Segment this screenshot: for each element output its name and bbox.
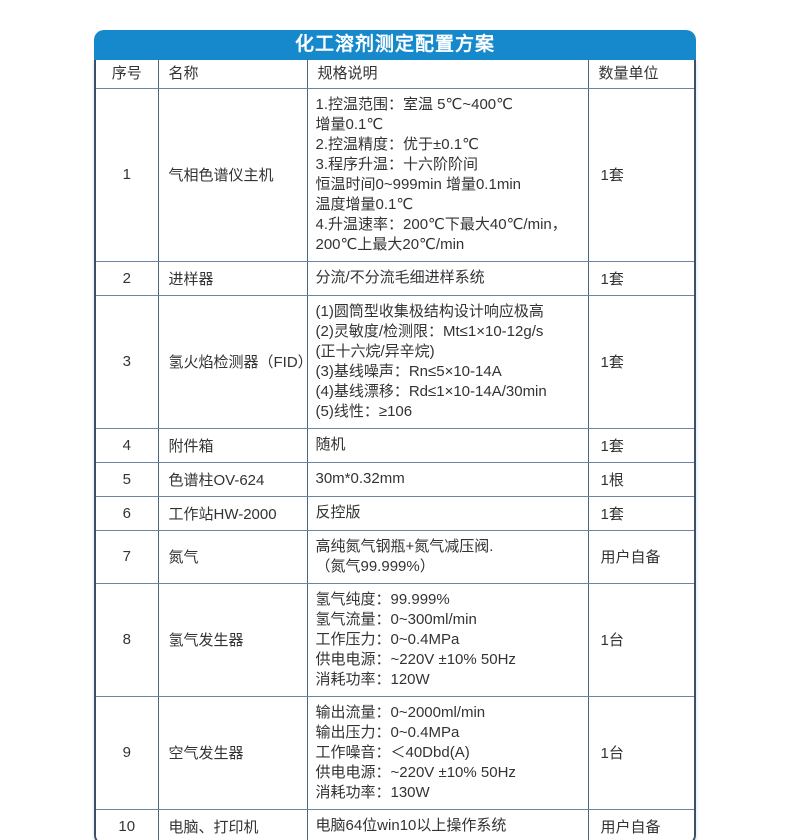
spec-line: 分流/不分流毛细进样系统 [315,269,485,286]
quantity-cell: 1根 [588,462,694,497]
spec-line: (4)基线漂移：Rd≤1×10-14A/30min [315,382,547,400]
spec-line: 3.程序升温：十六阶阶间 [315,155,479,173]
row-number-cell: 7 [96,530,159,584]
item-name-cell: 气相色谱仪主机 [158,88,308,262]
row-number-cell: 10 [96,809,159,840]
spec-cell: 输出流量：0~2000ml/min 输出压力：0~0.4MPa 工作噪音：＜40Db… [307,696,589,810]
item-name-cell: 工作站HW-2000 [158,496,308,531]
row-number-cell: 5 [96,462,159,497]
spec-line: 恒温时间0~999min 增量0.1min [315,175,522,193]
table-row: 1 气相色谱仪主机 1.控温范围：室温 5℃~400℃ 增量0.1℃ 2.控温精度：优于… [96,88,694,262]
spec-line: (正十六烷/异辛烷) [315,342,435,360]
spec-cell: 1.控温范围：室温 5℃~400℃ 增量0.1℃ 2.控温精度：优于±0.1℃ 3.程… [307,88,589,262]
spec-line: 2.控温精度：优于±0.1℃ [315,135,479,153]
row-number-cell: 1 [96,88,159,262]
row-number-cell: 4 [96,428,159,463]
spec-line: 高纯氮气钢瓶+氮气减压阀. [315,537,494,555]
quantity-cell: 1台 [588,696,694,810]
quantity-cell: 1套 [588,295,694,429]
column-header-no: 序号 [96,60,159,89]
spec-line: (5)线性：≥106 [315,402,413,420]
spec-line: 随机 [315,436,346,453]
table-row: 2 进样器 分流/不分流毛细进样系统 1套 [96,261,694,296]
table-body: 1 气相色谱仪主机 1.控温范围：室温 5℃~400℃ 增量0.1℃ 2.控温精度：优于… [96,88,694,840]
spec-line: 氢气流量：0~300ml/min [315,610,477,628]
spec-line: 供电电源：~220V ±10% 50Hz [315,650,516,668]
spec-line: 温度增量0.1℃ [315,195,414,213]
table-row: 3 氢火焰检测器（FID） (1)圆筒型收集极结构设计响应极高 (2)灵敏度/检测限：… [96,295,694,429]
spec-cell: 分流/不分流毛细进样系统 [307,261,589,296]
spec-line: 供电电源：~220V ±10% 50Hz [315,763,516,781]
config-plan-card: 化工溶剂测定配置方案 序号 名称 规格说明 数量单位 1 气相色谱仪主机 1.控温范… [94,30,696,840]
spec-cell: 高纯氮气钢瓶+氮气减压阀. （氮气99.999%） [307,530,589,584]
item-name-cell: 氢火焰检测器（FID） [158,295,308,429]
quantity-cell: 1套 [588,261,694,296]
table-row: 5 色谱柱OV-624 30m*0.32mm 1根 [96,462,694,497]
spec-cell: 氢气纯度：99.999% 氢气流量：0~300ml/min 工作压力：0~0.4MP… [307,583,589,697]
item-name-cell: 电脑、打印机 [158,809,308,840]
quantity-cell: 用户自备 [588,809,694,840]
spec-line: 30m*0.32mm [315,470,405,487]
table-header-row: 序号 名称 规格说明 数量单位 [96,60,694,89]
table-border-frame: 序号 名称 规格说明 数量单位 1 气相色谱仪主机 1.控温范围：室温 5℃~400… [94,60,696,840]
spec-line: 氢气纯度：99.999% [315,590,450,608]
table-row: 7 氮气 高纯氮气钢瓶+氮气减压阀. （氮气99.999%） 用户自备 [96,530,694,584]
spec-line: 工作噪音：＜40Dbd(A) [315,743,470,761]
quantity-cell: 1套 [588,428,694,463]
spec-line: 消耗功率：130W [315,783,430,801]
spec-cell: 30m*0.32mm [307,462,589,497]
spec-line: （氮气99.999%） [315,557,435,575]
spec-line: 200℃上最大20℃/min [315,235,465,253]
spec-cell: 反控版 [307,496,589,531]
table-row: 4 附件箱 随机 1套 [96,428,694,463]
row-number-cell: 2 [96,261,159,296]
spec-line: 1.控温范围：室温 5℃~400℃ [315,95,514,113]
table-title-bar: 化工溶剂测定配置方案 [94,30,696,60]
item-name-cell: 氢气发生器 [158,583,308,697]
spec-line: (3)基线噪声：Rn≤5×10-14A [315,362,502,380]
spec-line: 增量0.1℃ [315,115,384,133]
spec-cell: (1)圆筒型收集极结构设计响应极高 (2)灵敏度/检测限：Mt≤1×10-12g/… [307,295,589,429]
spec-line: 电脑64位win10以上操作系统 [315,817,507,834]
column-header-qty: 数量单位 [588,60,694,89]
spec-line: (1)圆筒型收集极结构设计响应极高 [315,302,544,320]
row-number-cell: 9 [96,696,159,810]
spec-line: 输出压力：0~0.4MPa [315,723,460,741]
spec-cell: 随机 [307,428,589,463]
table-row: 8 氢气发生器 氢气纯度：99.999% 氢气流量：0~300ml/min 工作压力：0… [96,583,694,697]
column-header-name: 名称 [158,60,308,89]
spec-cell: 电脑64位win10以上操作系统 [307,809,589,840]
quantity-cell: 用户自备 [588,530,694,584]
item-name-cell: 色谱柱OV-624 [158,462,308,497]
spec-table: 序号 名称 规格说明 数量单位 1 气相色谱仪主机 1.控温范围：室温 5℃~400… [96,60,694,840]
table-row: 9 空气发生器 输出流量：0~2000ml/min 输出压力：0~0.4MPa 工作噪音… [96,696,694,810]
quantity-cell: 1台 [588,583,694,697]
item-name-cell: 附件箱 [158,428,308,463]
spec-line: 消耗功率：120W [315,670,430,688]
quantity-cell: 1套 [588,496,694,531]
spec-line: 工作压力：0~0.4MPa [315,630,460,648]
table-row: 10 电脑、打印机 电脑64位win10以上操作系统 用户自备 [96,809,694,840]
item-name-cell: 空气发生器 [158,696,308,810]
spec-line: (2)灵敏度/检测限：Mt≤1×10-12g/s [315,322,544,340]
spec-line: 反控版 [315,504,361,521]
item-name-cell: 氮气 [158,530,308,584]
quantity-cell: 1套 [588,88,694,262]
spec-line: 4.升温速率：200℃下最大40℃/min， [315,215,567,233]
column-header-spec: 规格说明 [307,60,589,89]
table-row: 6 工作站HW-2000 反控版 1套 [96,496,694,531]
item-name-cell: 进样器 [158,261,308,296]
row-number-cell: 3 [96,295,159,429]
row-number-cell: 6 [96,496,159,531]
row-number-cell: 8 [96,583,159,697]
page-title: 化工溶剂测定配置方案 [294,34,495,55]
spec-line: 输出流量：0~2000ml/min [315,703,486,721]
